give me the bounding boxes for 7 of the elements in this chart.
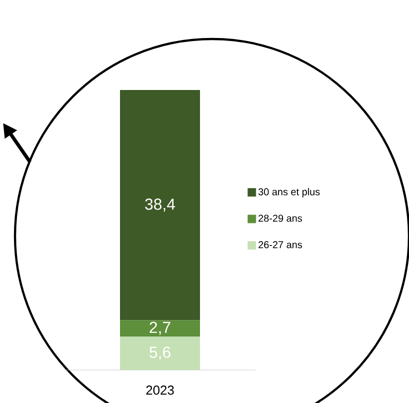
legend-label: 26-27 ans xyxy=(258,241,302,248)
data-label: 38,4 xyxy=(145,198,176,212)
x-tick-label: 2023 xyxy=(146,386,174,395)
data-label: 2,7 xyxy=(150,322,170,335)
data-label: 5,6 xyxy=(150,346,170,360)
legend-label: 30 ans et plus xyxy=(258,188,320,198)
legend-label: 28-29 ans xyxy=(258,214,302,222)
